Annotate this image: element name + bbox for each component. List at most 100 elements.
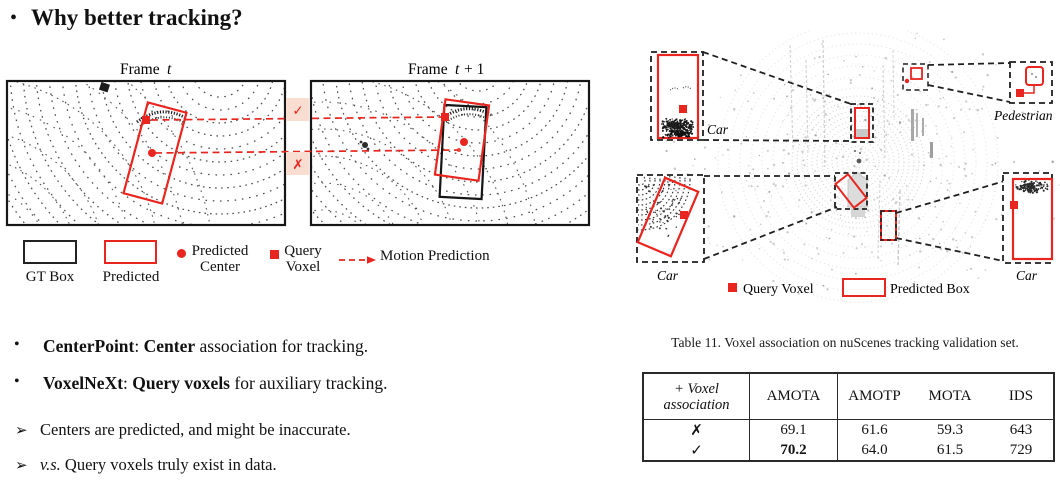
tracking-frames-figure: Frame t Frame t + 1 ✓ ✗ <box>5 61 591 227</box>
scene-streaks <box>789 39 933 266</box>
query-voxel-frame-t <box>142 116 150 124</box>
predicted-box-swatch <box>104 240 157 264</box>
predicted-box <box>636 176 700 258</box>
bullet-bold-term: CenterPoint <box>43 336 135 356</box>
query-voxel-line2: Voxel <box>285 259 321 275</box>
detection-car-center-bottom <box>834 172 868 210</box>
query-voxel-legend-icon <box>728 283 737 292</box>
motion-target-dot <box>457 148 461 152</box>
lidar-rings <box>717 30 999 303</box>
motion-prediction-legend-label: Motion Prediction <box>380 248 490 264</box>
ids-value: 643 <box>1009 421 1033 438</box>
bullet-marker: • <box>14 336 20 353</box>
query-voxel-frame-t1 <box>441 113 449 121</box>
cross-icon: ✗ <box>292 157 303 173</box>
predicted-center-line2: Center <box>200 259 240 275</box>
ids-value: 729 <box>1009 441 1033 458</box>
assoc-check-icon: ✓ <box>643 440 750 461</box>
frame-t1-label: Frame <box>408 61 448 78</box>
col-voxel-association: + Voxel association <box>643 373 750 420</box>
frame-t1-panel <box>309 79 591 227</box>
callout-car-bottom-left <box>636 174 705 263</box>
check-highlight <box>286 98 309 121</box>
table-header-row: + Voxel association AMOTA AMOTP MOTA IDS <box>643 373 1054 420</box>
predicted-center-frame-t <box>148 149 156 157</box>
header-line2: association <box>663 396 730 413</box>
callout-car-top-left <box>650 51 704 141</box>
detection-car-center <box>850 103 874 143</box>
dark-object-blob <box>98 82 110 93</box>
title-text: Why better tracking? <box>31 5 243 30</box>
header-line1: + Voxel <box>674 380 719 397</box>
motion-prediction-arrow-icon <box>339 256 376 264</box>
bullet-bold-term2: Center <box>143 336 196 356</box>
query-voxel-legend-label: Query Voxel <box>743 282 814 297</box>
motion-line-voxel <box>150 116 447 121</box>
check-icon: ✓ <box>292 103 303 119</box>
predicted-box-legend-icon <box>842 278 886 297</box>
col-amota: AMOTA <box>749 373 838 420</box>
query-voxel <box>904 78 910 84</box>
predicted-box-legend-label: Predicted Box <box>890 282 970 297</box>
query-voxel-icon <box>270 250 279 259</box>
mota-value: 61.5 <box>936 441 964 458</box>
bullet-voxelnext: • VoxelNeXt: Query voxels for auxiliary … <box>14 373 614 394</box>
bullet-sep: : <box>134 336 144 356</box>
query-voxel-legend-label: Query Voxel <box>278 243 328 275</box>
predicted-box-frame-t1 <box>433 98 491 182</box>
car-label-bottom-right: Car <box>1016 268 1038 283</box>
arrow-marker-icon: ➢ <box>15 458 28 474</box>
bullet-centerpoint: • CenterPoint: Center association for tr… <box>14 336 614 357</box>
callout-car-bottom-right <box>1002 172 1054 264</box>
arrow-italic: v.s. <box>40 455 61 474</box>
predicted-box <box>656 53 700 140</box>
bullet-rest: for auxiliary tracking. <box>230 373 388 393</box>
amota-value: 69.1 <box>749 419 838 440</box>
predicted-legend-label: Predicted <box>102 269 160 285</box>
nuscenes-scene-figure: Car Pedestrian Car Car Query Voxel Predi… <box>636 30 1060 303</box>
lidar-arcs-frame-t1 <box>312 82 588 224</box>
arrow-text: Query voxels truly exist in data. <box>60 455 277 474</box>
callout-pedestrian <box>1009 61 1053 104</box>
frame-t-var: t <box>167 61 172 78</box>
predicted-center-line1: Predicted <box>191 243 249 259</box>
bullet-marker: • <box>14 373 20 390</box>
bullet-bold-term2: Query voxels <box>132 373 230 393</box>
callout-connectors <box>702 51 1011 263</box>
bullet-sep: : <box>123 373 133 393</box>
col-amotp: AMOTP <box>837 373 911 420</box>
col-ids: IDS <box>989 373 1054 420</box>
point-voxels-exist: ➢ v.s. Query voxels truly exist in data. <box>15 455 615 475</box>
gt-box-swatch <box>23 240 77 264</box>
pedestrian-label: Pedestrian <box>993 108 1053 123</box>
page-title: • Why better tracking? <box>10 5 243 31</box>
query-voxel <box>680 211 688 219</box>
gt-box-legend-label: GT Box <box>25 269 75 285</box>
car-points-frame-t <box>98 82 187 127</box>
amota-value-best: 70.2 <box>749 440 838 461</box>
table-caption: Table 11. Voxel association on nuScenes … <box>671 335 1019 350</box>
detection-pedestrian <box>902 63 929 91</box>
predicted-center-icon <box>177 249 186 258</box>
amotp-value: 64.0 <box>861 441 888 458</box>
car-points-frame-t1 <box>359 107 492 151</box>
frame-t1-var: t <box>455 61 460 78</box>
point-centers-inaccurate: ➢ Centers are predicted, and might be in… <box>15 420 615 440</box>
ego-vehicle <box>847 149 868 217</box>
query-voxel <box>1016 89 1024 97</box>
query-voxel <box>1010 201 1018 209</box>
motion-line-center <box>154 149 459 154</box>
gt-box-frame-t1 <box>438 103 488 201</box>
car-point-cluster <box>660 117 695 139</box>
arrow-marker-icon: ➢ <box>15 423 28 439</box>
predicted-center-legend-label: Predicted Center <box>186 243 254 275</box>
predicted-box <box>834 172 868 210</box>
predicted-box <box>1011 177 1054 261</box>
predicted-box <box>910 67 923 80</box>
results-table: + Voxel association AMOTA AMOTP MOTA IDS… <box>642 372 1055 462</box>
detection-car-center-right <box>880 210 897 241</box>
predicted-box-frame-t <box>122 101 188 205</box>
table-row-with-voxel: ✓ 70.2 64.0 61.5 729 <box>643 440 1054 461</box>
predicted-box <box>880 210 897 241</box>
amotp-value: 61.6 <box>861 421 888 438</box>
